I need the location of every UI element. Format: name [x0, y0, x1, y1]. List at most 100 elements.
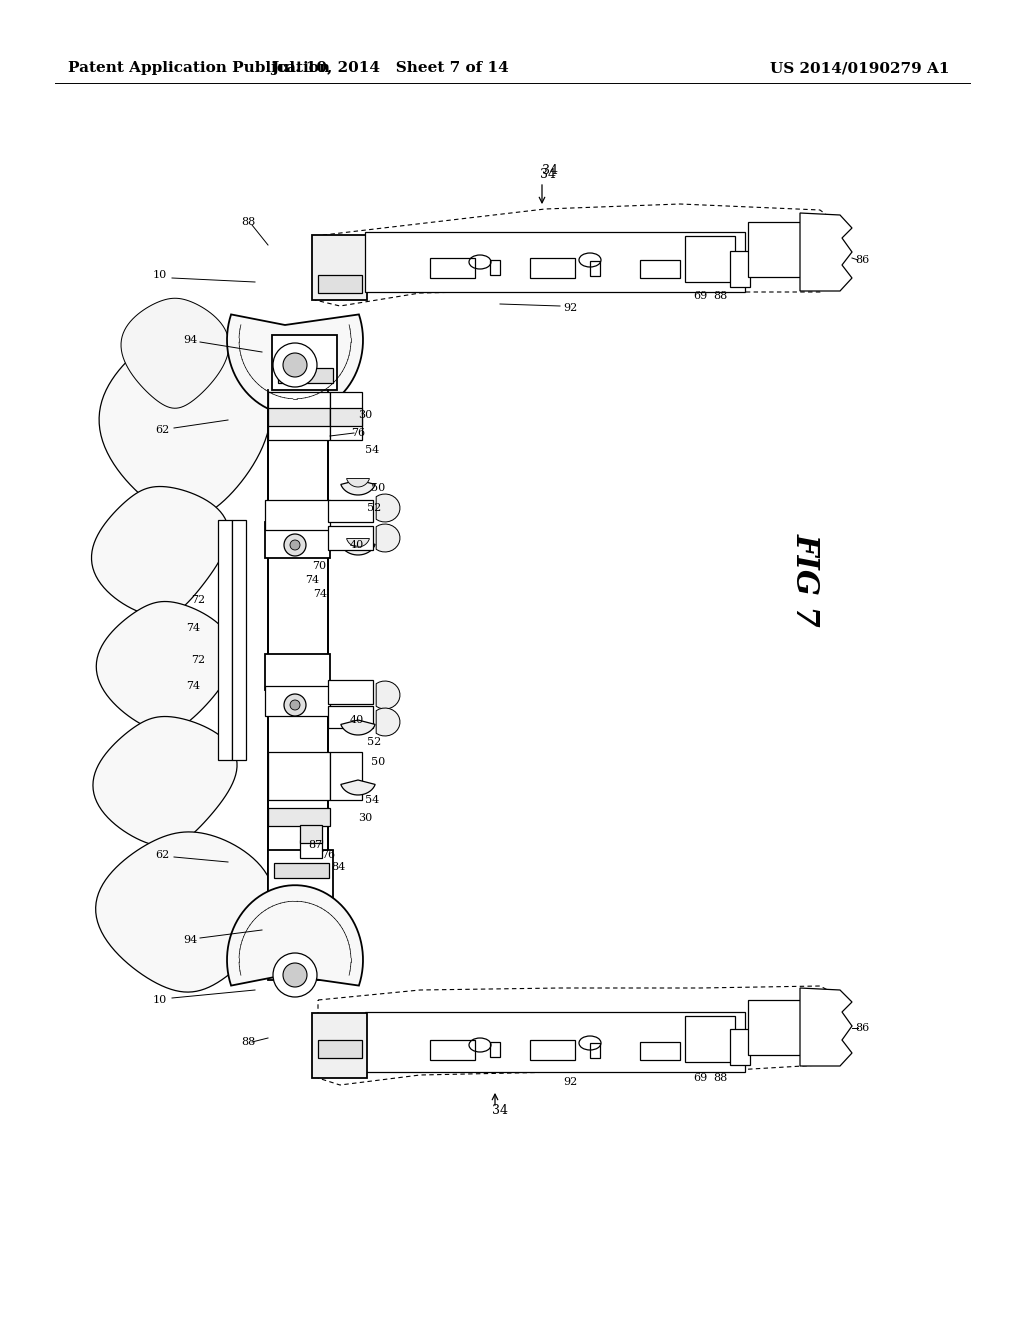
- Polygon shape: [93, 717, 237, 846]
- Polygon shape: [268, 392, 330, 440]
- Circle shape: [273, 953, 317, 997]
- Polygon shape: [590, 1043, 600, 1059]
- Circle shape: [284, 694, 306, 715]
- Text: 88: 88: [713, 1073, 727, 1082]
- Circle shape: [290, 700, 300, 710]
- Text: 88: 88: [713, 290, 727, 301]
- Text: 40: 40: [350, 715, 365, 725]
- Polygon shape: [227, 886, 362, 986]
- Text: FIG 7: FIG 7: [790, 533, 821, 627]
- Text: 72: 72: [190, 595, 205, 605]
- Polygon shape: [328, 680, 373, 704]
- Polygon shape: [590, 261, 600, 276]
- Polygon shape: [376, 708, 400, 737]
- Text: 86: 86: [855, 1023, 869, 1034]
- Polygon shape: [265, 686, 330, 715]
- Polygon shape: [341, 719, 375, 735]
- Text: Patent Application Publication: Patent Application Publication: [68, 61, 330, 75]
- Polygon shape: [730, 251, 750, 286]
- Polygon shape: [312, 1012, 367, 1078]
- Polygon shape: [227, 314, 362, 414]
- Text: 74: 74: [313, 589, 327, 599]
- Polygon shape: [274, 863, 329, 878]
- Polygon shape: [490, 1041, 500, 1057]
- Polygon shape: [268, 752, 330, 800]
- Text: 54: 54: [365, 445, 379, 455]
- Polygon shape: [530, 1040, 575, 1060]
- Polygon shape: [430, 257, 475, 279]
- Text: 54: 54: [365, 795, 379, 805]
- Text: 74: 74: [186, 681, 200, 690]
- Polygon shape: [330, 752, 362, 800]
- Polygon shape: [346, 539, 370, 546]
- Text: 87: 87: [308, 840, 323, 850]
- Text: 74: 74: [305, 576, 319, 585]
- Polygon shape: [99, 329, 271, 519]
- Polygon shape: [800, 987, 852, 1067]
- Polygon shape: [272, 335, 337, 389]
- Polygon shape: [341, 480, 375, 495]
- Text: 50: 50: [371, 756, 385, 767]
- Polygon shape: [318, 1040, 362, 1059]
- Polygon shape: [640, 1041, 680, 1060]
- Polygon shape: [685, 1016, 735, 1063]
- Polygon shape: [346, 479, 370, 487]
- Polygon shape: [95, 832, 274, 993]
- Text: 62: 62: [155, 850, 169, 861]
- Text: 69: 69: [693, 290, 708, 301]
- Text: 88: 88: [241, 1038, 255, 1047]
- Polygon shape: [96, 602, 233, 731]
- Polygon shape: [530, 257, 575, 279]
- Text: 92: 92: [563, 304, 578, 313]
- Text: 76: 76: [351, 428, 366, 438]
- Circle shape: [273, 343, 317, 387]
- Polygon shape: [800, 213, 852, 290]
- Polygon shape: [278, 368, 333, 383]
- Polygon shape: [328, 706, 373, 729]
- Text: 30: 30: [357, 813, 372, 822]
- Text: 50: 50: [371, 483, 385, 492]
- Circle shape: [284, 535, 306, 556]
- Polygon shape: [640, 260, 680, 279]
- Circle shape: [290, 540, 300, 550]
- Text: 72: 72: [190, 655, 205, 665]
- Polygon shape: [300, 825, 322, 843]
- Polygon shape: [330, 408, 362, 426]
- Text: 92: 92: [563, 1077, 578, 1086]
- Text: 30: 30: [357, 411, 372, 420]
- Polygon shape: [268, 408, 330, 426]
- Polygon shape: [341, 540, 375, 554]
- Polygon shape: [376, 524, 400, 552]
- Polygon shape: [218, 520, 232, 760]
- Polygon shape: [730, 1030, 750, 1065]
- Polygon shape: [490, 260, 500, 275]
- Text: 62: 62: [155, 425, 169, 436]
- Text: 70: 70: [312, 561, 326, 572]
- Text: 34: 34: [540, 169, 556, 181]
- Text: 52: 52: [367, 503, 381, 513]
- Text: 34: 34: [542, 165, 558, 177]
- Polygon shape: [265, 653, 330, 690]
- Text: 40: 40: [350, 540, 365, 550]
- Polygon shape: [232, 520, 246, 760]
- Polygon shape: [330, 392, 362, 440]
- Polygon shape: [300, 840, 322, 858]
- Text: 94: 94: [183, 935, 198, 945]
- Text: 34: 34: [492, 1104, 508, 1117]
- Polygon shape: [312, 235, 367, 300]
- Polygon shape: [268, 850, 333, 906]
- Polygon shape: [268, 380, 328, 979]
- Polygon shape: [748, 222, 803, 277]
- Text: 69: 69: [693, 1073, 708, 1082]
- Text: 76: 76: [321, 850, 335, 861]
- Polygon shape: [121, 298, 229, 408]
- Polygon shape: [430, 1040, 475, 1060]
- Text: Jul. 10, 2014   Sheet 7 of 14: Jul. 10, 2014 Sheet 7 of 14: [271, 61, 509, 75]
- Polygon shape: [685, 236, 735, 282]
- Text: 10: 10: [153, 271, 167, 280]
- Text: 94: 94: [183, 335, 198, 345]
- Polygon shape: [376, 494, 400, 521]
- Text: 86: 86: [855, 255, 869, 265]
- Polygon shape: [748, 1001, 803, 1055]
- Circle shape: [283, 964, 307, 987]
